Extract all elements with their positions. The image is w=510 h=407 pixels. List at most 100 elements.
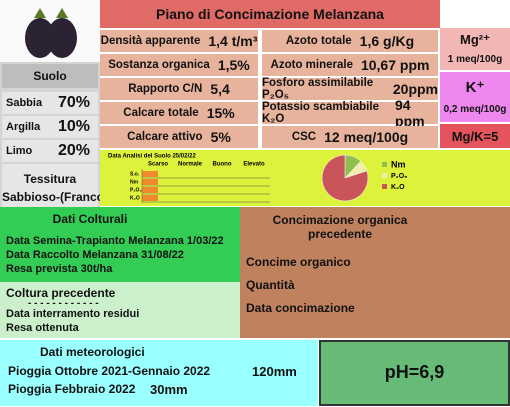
legend-label: K₂O xyxy=(391,184,405,191)
property-value: 5,4 xyxy=(210,81,230,97)
meteo-value: 120mm xyxy=(252,364,297,379)
title: Piano di Concimazione Melanzana xyxy=(156,6,384,22)
tessitura-box: Tessitura Sabbioso-(Franco) xyxy=(2,164,109,212)
colturali-title: Dati Colturali xyxy=(52,212,128,226)
property-cell: Sostanza organica 1,5% xyxy=(100,54,258,76)
property-value: 94 ppm xyxy=(395,97,425,129)
legend-swatch xyxy=(382,173,387,178)
title-bar: Piano di Concimazione Melanzana xyxy=(100,0,440,28)
k-value: 0,2 meq/100g xyxy=(443,104,507,115)
property-label: Calcare totale xyxy=(123,107,199,119)
meteo-panel: Dati meteorologici Pioggia Ottobre 2021-… xyxy=(0,340,318,406)
row-text: Quantità xyxy=(246,278,295,292)
k-label: K⁺ xyxy=(465,79,485,96)
level-label: Scarso xyxy=(148,162,168,168)
property-value: 10,67 ppm xyxy=(360,57,430,73)
suolo-label: Argilla xyxy=(6,121,41,133)
row-text: Data Semina-Trapianto Melanzana 1/03/22 xyxy=(6,235,224,247)
property-label: Rapporto C/N xyxy=(128,83,203,95)
property-cell: Potassio scambiabile K₂O 94 ppm xyxy=(262,97,438,129)
colturali-panel: Dati Colturali Data Semina-Trapianto Mel… xyxy=(0,207,240,282)
suolo-row-bg xyxy=(2,92,98,114)
ratio: Mg/K=5 xyxy=(451,129,499,144)
ph-box: pH=6,9 xyxy=(319,340,510,406)
level-label: Elevato xyxy=(243,162,265,168)
property-cell: Calcare attivo 5% xyxy=(100,126,258,148)
legend-label: Nm xyxy=(391,159,406,169)
precedente-panel: Coltura precedente - - - - - - - - - - -… xyxy=(0,282,240,338)
precedente-title: Coltura precedente xyxy=(6,286,116,300)
row-text: Data Raccolto Melanzana 31/08/22 xyxy=(6,249,184,261)
property-label: Fosforo assimilabile P₂O₅ xyxy=(262,77,374,101)
bar xyxy=(142,179,158,185)
meteo-title: Dati meteorologici xyxy=(40,345,145,359)
suolo-label: Limo xyxy=(6,145,33,157)
eggplant-icon xyxy=(25,8,77,58)
legend-swatch xyxy=(382,162,387,167)
suolo-value: 20% xyxy=(58,142,91,159)
mg-value: 1 meq/100g xyxy=(447,54,503,65)
property-value: 15% xyxy=(206,105,235,121)
suolo-value: 70% xyxy=(58,94,91,111)
row-text: Resa prevista 30t/ha xyxy=(6,263,113,275)
bar-category: P₂O₅ xyxy=(130,187,142,193)
bar-category: S.o. xyxy=(130,171,140,177)
bar-category: K₂O xyxy=(130,195,140,201)
organica-panel: Concimazione organica precedente Concime… xyxy=(240,207,510,338)
bar xyxy=(142,187,158,193)
suolo-panel: Suolo Sabbia 70% Argilla 10% Limo 20% Tessitu… xyxy=(0,62,109,215)
logo-area xyxy=(0,0,100,62)
row-text: Concime organico xyxy=(246,255,351,269)
property-label: Densità apparente xyxy=(100,35,201,47)
property-label: Calcare attivo xyxy=(127,131,203,143)
tessitura-label: Tessitura xyxy=(23,172,77,186)
property-cell: Calcare totale 15% xyxy=(100,102,258,124)
property-value: 5% xyxy=(210,129,231,145)
suolo-label: Sabbia xyxy=(6,97,43,109)
property-cell: Fosforo assimilabile P₂O₅ 20ppm xyxy=(262,77,438,101)
level-label: Normale xyxy=(178,162,203,168)
mg-label: Mg²⁺ xyxy=(460,32,490,47)
tessitura-value: Sabbioso-(Franco) xyxy=(2,190,109,204)
property-value: 1,5% xyxy=(217,57,250,73)
bar xyxy=(142,171,158,177)
ratio-box: Mg/K=5 xyxy=(440,124,510,148)
mg-box: Mg²⁺ 1 meq/100g xyxy=(440,28,510,70)
property-value: 20ppm xyxy=(392,81,438,97)
dashes: - - - - - - - - - - - - xyxy=(28,298,99,309)
ph: pH=6,9 xyxy=(384,362,445,382)
suolo-row-bg xyxy=(2,116,98,138)
suolo-value: 10% xyxy=(58,118,91,135)
property-label: Azoto totale xyxy=(285,35,352,47)
row-text: Resa ottenuta xyxy=(6,322,79,334)
property-label: Potassio scambiabile K₂O xyxy=(262,101,379,125)
suolo-title: Suolo xyxy=(33,69,67,83)
property-value: 1,6 g/Kg xyxy=(359,33,415,49)
property-cell: Azoto totale 1,6 g/Kg xyxy=(262,30,438,52)
analysis-title: Data Analisi del Suolo 25/02/22 xyxy=(108,154,196,160)
bar-category: Nm xyxy=(130,179,139,185)
analysis-chart: Data Analisi del Suolo 25/02/22 Scarso No… xyxy=(108,154,407,203)
suolo-header: Suolo xyxy=(2,64,98,88)
k-box: K⁺ 0,2 meq/100g xyxy=(440,72,510,122)
row-text: Data interramento residui xyxy=(6,308,140,320)
meteo-label: Pioggia Ottobre 2021-Gennaio 2022 xyxy=(8,364,211,378)
legend-label: P₂O₅ xyxy=(391,173,407,180)
property-cell: CSC 12 meq/100g xyxy=(262,126,438,148)
property-cell: Densità apparente 1,4 t/m³ xyxy=(100,30,258,52)
property-cell: Azoto minerale 10,67 ppm xyxy=(262,54,438,76)
bar xyxy=(142,195,158,201)
property-cell: Rapporto C/N 5,4 xyxy=(100,78,258,100)
suolo-row-bg xyxy=(2,140,98,162)
property-value: 12 meq/100g xyxy=(324,129,409,145)
row-text: Data concimazione xyxy=(246,301,355,315)
property-label: Azoto minerale xyxy=(270,59,353,71)
analysis-panel: Data Analisi del Suolo 25/02/22 Scarso No… xyxy=(100,150,510,206)
property-label: Sostanza organica xyxy=(108,59,210,71)
property-value: 1,4 t/m³ xyxy=(208,33,258,49)
meteo-label: Pioggia Febbraio 2022 xyxy=(8,382,136,396)
level-label: Buono xyxy=(213,162,232,168)
property-label: CSC xyxy=(291,131,317,143)
organica-title: Concimazione organica precedente xyxy=(272,213,408,241)
